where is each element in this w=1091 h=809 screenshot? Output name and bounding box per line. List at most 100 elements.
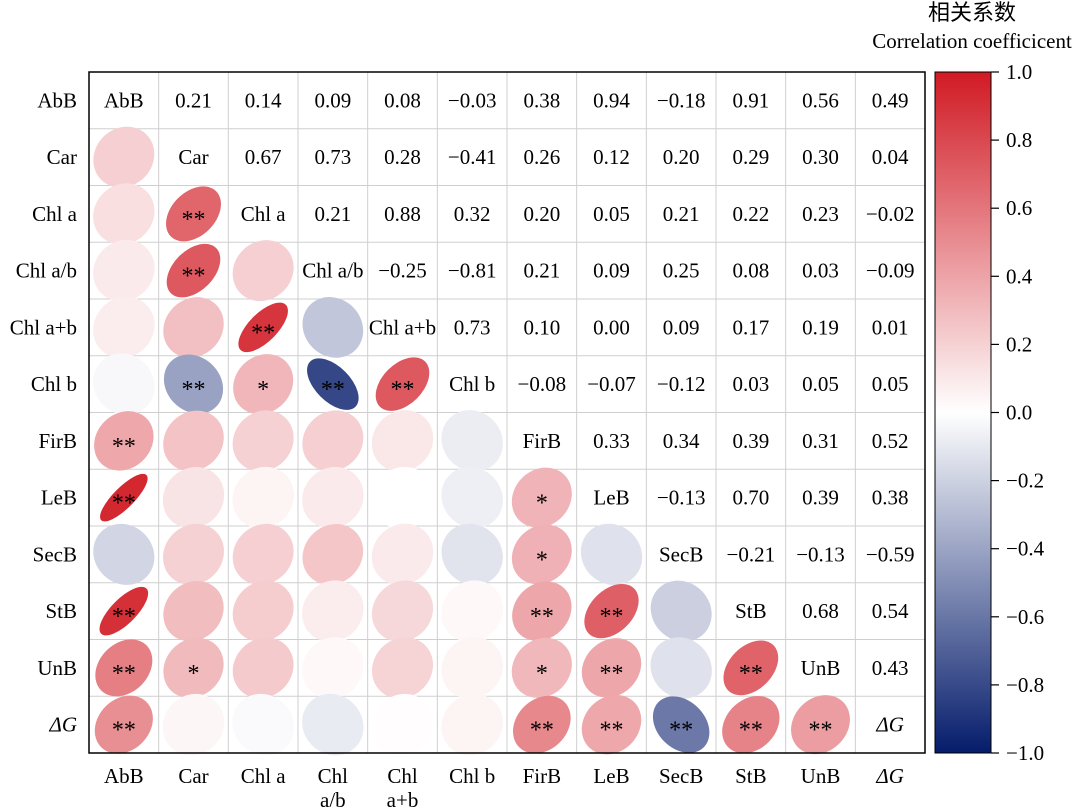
correlation-ellipse (302, 466, 364, 529)
coefficient-value: 0.00 (593, 315, 630, 339)
correlation-ellipse (238, 302, 288, 353)
legend-title-en: Correlation coefficicent (872, 29, 1072, 53)
correlation-ellipse (162, 693, 225, 756)
coefficient-value: 0.20 (663, 145, 700, 169)
correlation-ellipse (371, 637, 434, 699)
coefficient-value: 0.21 (175, 88, 212, 112)
colorbar (934, 71, 992, 754)
coefficient-value: 0.03 (732, 372, 769, 396)
coefficient-value: 0.01 (872, 315, 909, 339)
coefficient-value: 0.19 (802, 315, 839, 339)
correlation-ellipse (307, 358, 359, 410)
correlation-ellipse (580, 523, 643, 586)
correlation-ellipse (441, 580, 503, 642)
correlation-ellipse (511, 524, 572, 585)
correlation-ellipse (163, 410, 224, 472)
row-label: Chl a+b (10, 315, 77, 339)
coefficient-value: −0.25 (378, 259, 427, 283)
coefficient-value: 0.56 (802, 88, 839, 112)
row-label: Chl a (32, 202, 78, 226)
diagonal-label: ΔG (875, 713, 904, 737)
correlation-ellipse (371, 523, 434, 586)
column-label: Chl a+b (387, 764, 419, 809)
coefficient-value: 0.09 (314, 88, 351, 112)
column-label: Car (178, 764, 208, 788)
correlation-ellipse (650, 637, 712, 699)
diagonal-label: FirB (523, 429, 562, 453)
plot-frame (88, 71, 926, 754)
correlation-ellipse (163, 637, 224, 699)
correlation-ellipse (99, 586, 149, 636)
significance-mark: ** (321, 377, 345, 403)
colorbar-tick-label: 0.0 (1006, 401, 1032, 425)
row-label: UnB (37, 656, 77, 680)
column-label: ΔG (875, 764, 904, 788)
column-label: Chl a (241, 764, 287, 788)
correlation-ellipse (162, 466, 225, 529)
correlation-ellipse (441, 693, 503, 756)
significance-mark: ** (112, 718, 136, 744)
coefficient-value: 0.49 (872, 88, 909, 112)
coefficient-value: 0.20 (523, 202, 560, 226)
coefficient-value: −0.13 (796, 542, 845, 566)
correlation-ellipse (650, 580, 712, 642)
correlation-ellipse (232, 637, 294, 699)
correlation-ellipse (163, 580, 224, 642)
correlation-ellipse (722, 695, 780, 754)
coefficient-value: 0.21 (314, 202, 351, 226)
correlation-ellipse (302, 524, 364, 585)
colorbar-tick-label: −0.6 (1006, 605, 1044, 629)
correlation-ellipse (371, 410, 434, 472)
colorbar-tick-label: −0.8 (1006, 673, 1044, 697)
coefficient-value: 0.21 (523, 259, 560, 283)
coefficient-value: −0.81 (448, 259, 497, 283)
significance-mark: ** (600, 604, 624, 630)
coefficient-value: 0.21 (663, 202, 700, 226)
correlation-ellipse (233, 354, 294, 415)
correlation-ellipse (232, 580, 294, 642)
column-label: FirB (523, 764, 562, 788)
correlation-ellipse (371, 580, 434, 642)
coefficient-value: 0.33 (593, 429, 630, 453)
coefficient-value: 0.08 (384, 88, 421, 112)
coefficient-value: 0.91 (732, 88, 769, 112)
colorbar-tick-label: 0.4 (1006, 264, 1033, 288)
colorbar-tick-label: −0.2 (1006, 469, 1044, 493)
correlation-ellipse (232, 240, 294, 302)
correlation-ellipse (93, 239, 155, 302)
correlation-ellipse (163, 297, 224, 358)
coefficient-value: 0.88 (384, 202, 421, 226)
diagonal-label: AbB (104, 88, 144, 112)
colorbar-tick-label: 0.6 (1006, 196, 1032, 220)
correlation-ellipse (232, 410, 294, 472)
correlation-ellipse (652, 696, 710, 753)
correlation-ellipse (94, 695, 153, 754)
coefficient-value: 0.23 (802, 202, 839, 226)
significance-mark: * (536, 547, 548, 573)
coefficient-value: 0.70 (732, 486, 769, 510)
correlation-ellipse (513, 695, 571, 754)
significance-mark: ** (182, 264, 206, 290)
coefficient-value: 0.94 (593, 88, 630, 112)
colorbar-tick-label: 0.2 (1006, 332, 1032, 356)
row-label: Chl a/b (16, 259, 77, 283)
correlation-ellipse (232, 693, 294, 756)
correlation-ellipse (371, 693, 434, 756)
correlation-ellipse (166, 186, 221, 242)
significance-mark: * (536, 491, 548, 517)
coefficient-value: −0.08 (518, 372, 567, 396)
correlation-ellipse (232, 466, 294, 529)
coefficient-value: 0.22 (732, 202, 769, 226)
column-label: UnB (801, 764, 841, 788)
significance-mark: ** (669, 718, 693, 744)
column-label: LeB (593, 764, 629, 788)
colorbar-tick-label: 0.8 (1006, 128, 1032, 152)
correlation-ellipse (95, 639, 153, 697)
diagonal-label: Chl b (449, 372, 495, 396)
significance-mark: ** (600, 661, 624, 687)
coefficient-value: 0.05 (802, 372, 839, 396)
coefficient-value: 0.09 (663, 315, 700, 339)
column-label: AbB (104, 764, 144, 788)
coefficient-value: 0.39 (802, 486, 839, 510)
